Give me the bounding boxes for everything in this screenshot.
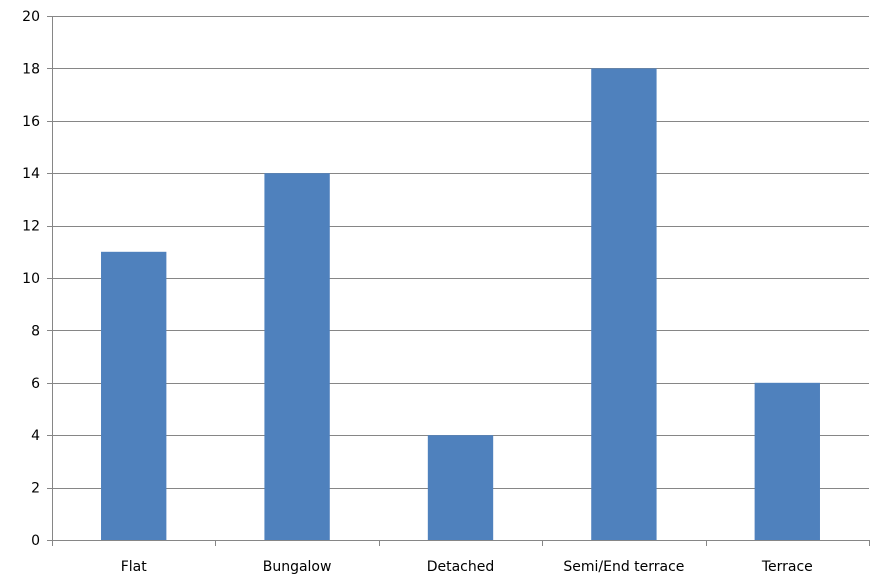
y-tick-label: 8 <box>31 323 40 339</box>
bar-terrace <box>754 382 820 540</box>
y-tick-label: 20 <box>22 9 40 25</box>
x-category-label: Semi/End terrace <box>563 559 684 575</box>
y-tick-label: 18 <box>22 61 40 77</box>
y-tick-label: 6 <box>31 376 40 392</box>
bars <box>101 68 820 541</box>
y-tick-label: 16 <box>22 114 40 130</box>
y-tick-label: 10 <box>22 271 40 287</box>
x-axis-category-labels: Flat Bungalow Detached Semi/End terrace Terr… <box>121 559 813 575</box>
x-category-label: Terrace <box>761 559 813 575</box>
bar-semi-end-terrace <box>591 68 657 541</box>
x-category-label: Detached <box>427 559 495 575</box>
y-axis-tick-labels: 0 2 4 6 8 10 12 14 16 18 20 <box>22 9 40 549</box>
axes <box>47 16 870 546</box>
gridlines <box>52 16 869 489</box>
y-tick-label: 4 <box>31 428 40 444</box>
y-tick-label: 2 <box>31 481 40 497</box>
y-tick-label: 14 <box>22 166 40 182</box>
bar-detached <box>427 435 494 540</box>
y-tick-label: 12 <box>22 219 40 235</box>
y-tick-label: 0 <box>31 533 40 549</box>
x-category-label: Flat <box>121 559 148 575</box>
bar-flat <box>101 251 167 541</box>
bar-bungalow <box>264 173 330 540</box>
x-category-label: Bungalow <box>263 559 332 575</box>
